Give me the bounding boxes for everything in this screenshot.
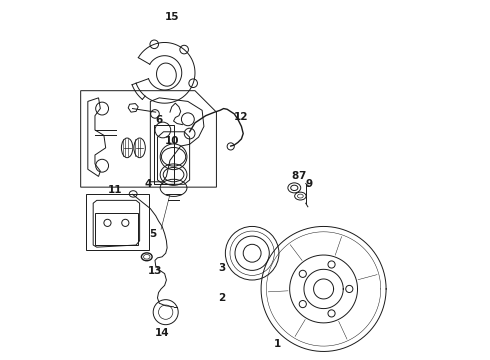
Text: 11: 11 — [107, 185, 122, 195]
Text: 6: 6 — [155, 115, 162, 125]
Text: 10: 10 — [165, 136, 179, 147]
Text: 9: 9 — [306, 179, 313, 189]
Text: 13: 13 — [147, 266, 162, 276]
Text: 5: 5 — [149, 229, 156, 239]
Text: 14: 14 — [155, 328, 170, 338]
Bar — [86, 194, 148, 249]
Text: 4: 4 — [144, 179, 151, 189]
Text: 15: 15 — [165, 12, 179, 22]
Bar — [95, 213, 138, 245]
Bar — [154, 125, 173, 184]
Text: 12: 12 — [234, 112, 249, 122]
Text: 3: 3 — [218, 262, 225, 273]
Text: 7: 7 — [298, 171, 306, 181]
Text: 8: 8 — [292, 171, 298, 181]
Text: 2: 2 — [218, 293, 225, 303]
Text: 1: 1 — [273, 339, 281, 349]
